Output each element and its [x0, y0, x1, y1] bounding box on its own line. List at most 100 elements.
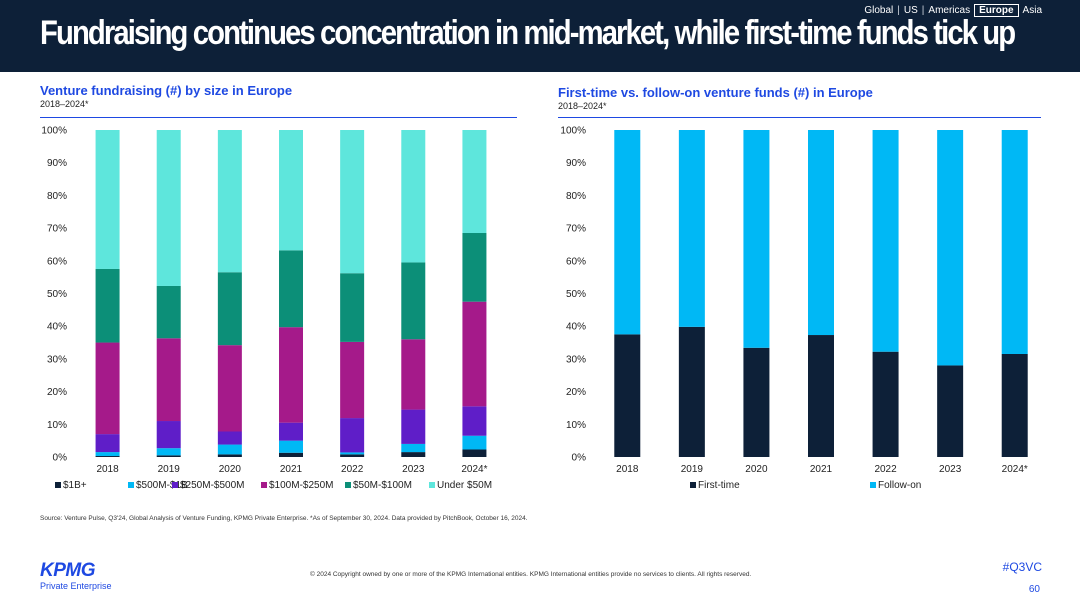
- bar-segment: [614, 334, 641, 457]
- region-separator: |: [921, 5, 925, 16]
- bar-segment: [401, 443, 426, 453]
- region-americas[interactable]: Americas: [928, 5, 971, 16]
- left-chart-subtitle: 2018–2024*: [40, 99, 89, 109]
- bar-segment: [340, 452, 365, 455]
- y-tick-label: 40%: [566, 322, 586, 333]
- bar-segment: [279, 452, 303, 457]
- region-us[interactable]: US: [903, 5, 918, 16]
- y-tick-label: 70%: [566, 224, 586, 235]
- logo-wordmark: KPMG: [40, 560, 95, 581]
- legend-swatch: [55, 482, 61, 488]
- bar-segment: [743, 347, 770, 457]
- y-tick-label: 20%: [566, 387, 586, 398]
- source-note: Source: Venture Pulse, Q3'24, Global Ana…: [40, 515, 528, 522]
- y-tick-label: 50%: [47, 289, 67, 300]
- legend-swatch: [429, 482, 435, 488]
- bar-segment: [808, 335, 834, 457]
- bar-segment: [279, 440, 303, 453]
- bar-segment: [462, 301, 487, 407]
- right-chart-title: First-time vs. follow-on venture funds (…: [558, 85, 873, 100]
- logo-subtext: Private Enterprise: [40, 581, 112, 591]
- x-tick-label: 2018: [96, 464, 119, 475]
- legend-swatch: [128, 482, 134, 488]
- y-tick-label: 100%: [560, 126, 586, 137]
- right-stacked-bar-chart: 0% 10% 20% 30% 40% 50% 60% 70% 80% 90% 100% 2018 201…: [560, 126, 1028, 492]
- y-tick-label: 30%: [566, 354, 586, 365]
- bar-segment: [95, 342, 120, 435]
- left-chart-title: Venture fundraising (#) by size in Europ…: [40, 83, 293, 98]
- legend-swatch: [261, 482, 267, 488]
- bar-segment: [217, 431, 242, 445]
- right-chart-rule: [558, 117, 1041, 118]
- region-asia[interactable]: Asia: [1022, 5, 1042, 16]
- legend-label: $50M-$100M: [353, 480, 412, 491]
- y-tick-label: 0%: [572, 453, 587, 464]
- right-chart-subtitle: 2018–2024*: [558, 101, 607, 111]
- legend-label: First-time: [698, 480, 740, 491]
- legend-swatch: [345, 482, 351, 488]
- bar-segment: [401, 409, 426, 444]
- x-tick-label: 2019: [681, 464, 704, 475]
- y-tick-label: 30%: [47, 354, 67, 365]
- x-tick-label: 2020: [745, 464, 768, 475]
- bar-segment: [1001, 353, 1028, 457]
- x-tick-label: 2023: [939, 464, 962, 475]
- bar-segment: [937, 365, 964, 457]
- legend-label: $500M-$1B: [136, 480, 188, 491]
- bar-segment: [872, 351, 899, 457]
- y-tick-label: 50%: [566, 289, 586, 300]
- bar-segment: [279, 327, 303, 423]
- legend-label: Under $50M: [437, 480, 492, 491]
- bar-segment: [156, 421, 181, 449]
- region-europe[interactable]: Europe: [974, 4, 1019, 17]
- y-tick-label: 0%: [53, 453, 68, 464]
- bar-segment: [1001, 130, 1028, 354]
- bar-segment: [156, 448, 181, 456]
- bar-segment: [462, 233, 487, 302]
- region-nav: Global | US | Americas Europe Asia: [864, 4, 1042, 17]
- y-tick-label: 60%: [47, 256, 67, 267]
- bar-segment: [156, 130, 181, 286]
- region-separator: |: [897, 5, 900, 16]
- bar-segment: [279, 250, 303, 328]
- legend-swatch: [870, 482, 876, 488]
- x-tick-label: 2021: [280, 464, 303, 475]
- bar-segment: [340, 418, 365, 453]
- y-tick-label: 80%: [566, 191, 586, 202]
- bar-segment: [462, 435, 487, 450]
- legend-swatch: [172, 482, 178, 488]
- bar-segment: [217, 272, 242, 346]
- x-tick-label: 2022: [874, 464, 897, 475]
- bar-segment: [401, 262, 426, 340]
- bar-segment: [401, 130, 426, 263]
- y-tick-label: 20%: [47, 387, 67, 398]
- bar-segment: [937, 130, 964, 366]
- bar-segment: [401, 339, 426, 410]
- bar-segment: [678, 326, 705, 457]
- legend-swatch: [690, 482, 696, 488]
- bar-segment: [217, 345, 242, 432]
- bar-segment: [95, 452, 120, 457]
- page-title: Fundraising continues concentration in m…: [40, 14, 1016, 52]
- y-tick-label: 40%: [47, 322, 67, 333]
- bar-segment: [95, 456, 120, 457]
- x-tick-label: 2024*: [1002, 464, 1028, 475]
- header-bar: [0, 0, 1080, 72]
- x-tick-label: 2019: [158, 464, 181, 475]
- bar-segment: [217, 444, 242, 455]
- region-global[interactable]: Global: [864, 5, 894, 16]
- y-tick-label: 60%: [566, 256, 586, 267]
- x-tick-label: 2023: [402, 464, 425, 475]
- x-tick-label: 2020: [219, 464, 242, 475]
- x-tick-label: 2024*: [461, 464, 487, 475]
- bar-segment: [462, 449, 487, 457]
- bar-segment: [340, 130, 365, 274]
- bar-segment: [156, 338, 181, 422]
- bar-segment: [614, 130, 641, 335]
- bar-segment: [95, 268, 120, 343]
- bar-segment: [279, 422, 303, 441]
- bar-segment: [340, 454, 365, 457]
- y-tick-label: 80%: [47, 191, 67, 202]
- bar-segment: [462, 406, 487, 436]
- page-number: 60: [1028, 584, 1040, 595]
